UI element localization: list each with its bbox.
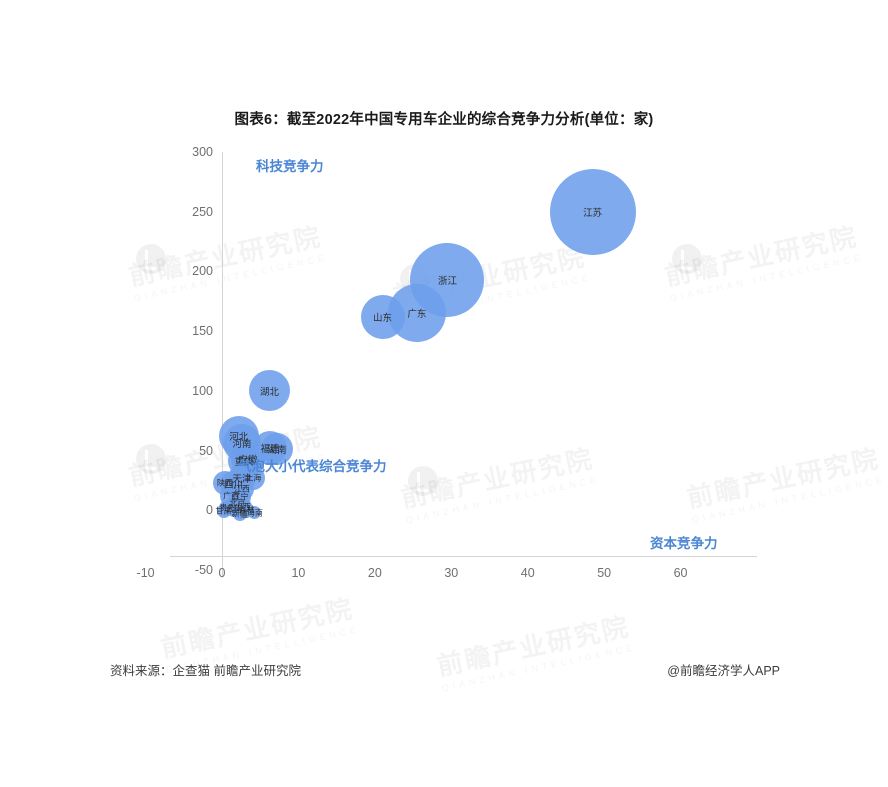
watermark-logo xyxy=(136,244,166,274)
x-tick-label: 0 xyxy=(218,566,226,580)
x-tick-label: -10 xyxy=(136,566,155,580)
bubble-size-note: 气泡大小代表综合竞争力 xyxy=(238,459,387,474)
x-tick-label: 10 xyxy=(291,566,306,580)
x-axis-line xyxy=(170,556,757,557)
plot-area: -50 0 50 100 150 200 250 300 -10 0 10 20 30 40 50 60 江… xyxy=(137,145,757,580)
watermark-text: 前瞻产业研究院 QIANZHAN INTELLIGENCE xyxy=(433,606,636,693)
y-tick-label: 150 xyxy=(192,324,213,339)
y-tick-label: -50 xyxy=(194,563,213,577)
chart-title: 图表6：截至2022年中国专用车企业的综合竞争力分析(单位：家) xyxy=(234,112,654,128)
watermark-logo xyxy=(136,444,166,474)
bubble-point[interactable] xyxy=(360,294,405,339)
y-tick-label: 250 xyxy=(192,204,213,219)
x-tick-label: 40 xyxy=(520,566,535,580)
bubble-point[interactable] xyxy=(248,370,290,412)
y-axis-stub xyxy=(222,556,223,578)
x-tick-label: 20 xyxy=(367,566,382,580)
bubble-point[interactable] xyxy=(216,504,231,519)
x-tick-label: 30 xyxy=(444,566,459,580)
y-tick-label: 200 xyxy=(192,264,213,279)
source-note: 资料来源：企查猫 前瞻产业研究院 xyxy=(110,664,301,678)
x-tick-label: 60 xyxy=(673,566,688,580)
bubble-point[interactable] xyxy=(248,506,262,520)
x-tick-label: 50 xyxy=(597,566,612,580)
x-axis-title: 资本竞争力 xyxy=(650,536,718,551)
bubble-point[interactable] xyxy=(549,168,636,255)
y-tick-label: 300 xyxy=(192,145,213,159)
y-tick-label: 0 xyxy=(206,503,213,518)
app-watermark-note: @前瞻经济学人APP xyxy=(667,664,780,678)
bubble-series: 江苏 浙江 广东 山东 湖北 河北 河南 福建 安徽 湖南 重庆 天津 四川 上海 陕西 江西 广西 辽宁 北京 山西… xyxy=(213,152,757,570)
bubble-point[interactable] xyxy=(232,506,247,521)
y-axis-line xyxy=(222,152,223,570)
y-axis-title: 科技竞争力 xyxy=(256,159,324,174)
bubble-point[interactable] xyxy=(261,433,294,466)
y-tick-label: 100 xyxy=(192,383,213,398)
y-tick-label: 50 xyxy=(199,443,213,458)
